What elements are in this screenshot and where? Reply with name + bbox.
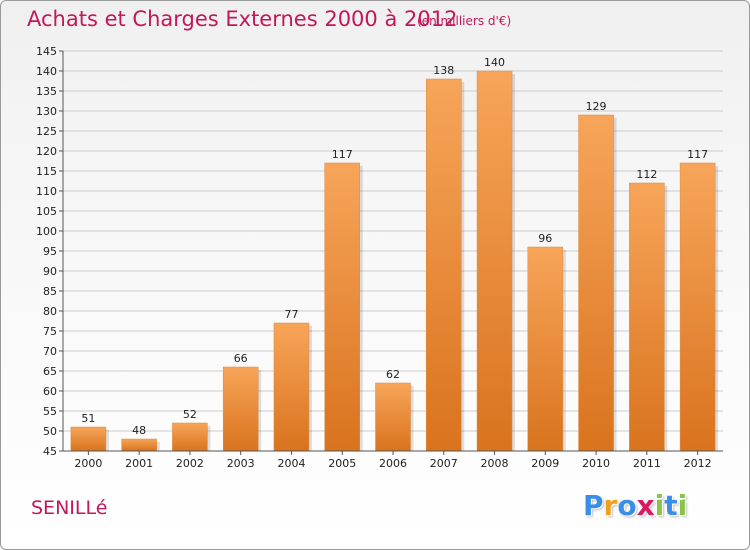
logo-letter: P — [583, 489, 604, 522]
y-tick-label: 145 — [36, 45, 57, 58]
bar — [324, 162, 360, 452]
x-tick-label: 2007 — [430, 457, 458, 470]
x-tick-label: 2011 — [633, 457, 661, 470]
y-tick-label: 85 — [43, 285, 57, 298]
y-tick-label: 50 — [43, 425, 57, 438]
y-tick-label: 100 — [36, 225, 57, 238]
y-tick-label: 125 — [36, 125, 57, 138]
y-tick-label: 65 — [43, 365, 57, 378]
y-tick-label: 135 — [36, 85, 57, 98]
axes: 45 50 55 60 65 70 75 80 85 90 95 100 105 110 115 120 125… — [36, 45, 723, 470]
data-label: 129 — [586, 100, 607, 113]
data-label: 51 — [81, 412, 95, 425]
y-tick-label: 90 — [43, 265, 57, 278]
data-label: 96 — [538, 232, 552, 245]
bar — [222, 366, 259, 452]
data-label: 138 — [433, 64, 454, 77]
data-label: 117 — [687, 148, 708, 161]
x-tick-label: 2002 — [176, 457, 204, 470]
x-tick-label: 2001 — [125, 457, 153, 470]
x-tick-label: 2004 — [277, 457, 305, 470]
data-label: 77 — [284, 308, 298, 321]
y-tick-label: 60 — [43, 385, 57, 398]
x-tick-label: 2009 — [531, 457, 559, 470]
bar — [476, 70, 513, 452]
y-tick-label: 130 — [36, 105, 57, 118]
y-tick-label: 140 — [36, 65, 57, 78]
unit-note: (en milliers d'€) — [417, 14, 512, 28]
bar — [578, 114, 614, 452]
y-tick-label: 75 — [43, 325, 57, 338]
bar — [426, 78, 462, 452]
logo-letter: i — [654, 489, 665, 522]
chart-title: Achats et Charges Externes 2000 à 2012 — [27, 7, 458, 31]
y-tick-label: 95 — [43, 245, 57, 258]
x-tick-label: 2006 — [379, 457, 407, 470]
logo-letter: i — [677, 489, 688, 522]
bar — [273, 322, 310, 452]
data-label: 140 — [484, 56, 505, 69]
y-tick-label: 70 — [43, 345, 57, 358]
data-label: 66 — [234, 352, 248, 365]
x-tick-label: 2005 — [328, 457, 356, 470]
x-tick-label: 2010 — [582, 457, 610, 470]
bar — [172, 422, 208, 452]
bar — [121, 438, 157, 452]
data-label: 117 — [332, 148, 353, 161]
y-tick-label: 110 — [36, 185, 57, 198]
commune-name: SENILLé — [31, 497, 108, 519]
y-tick-label: 80 — [43, 305, 57, 318]
data-label: 112 — [636, 168, 657, 181]
bar — [629, 182, 665, 452]
y-tick-label: 55 — [43, 405, 57, 418]
data-label: 62 — [386, 368, 400, 381]
bar — [70, 426, 107, 452]
data-label: 52 — [183, 408, 197, 421]
x-tick-label: 2000 — [74, 457, 102, 470]
bar — [527, 246, 564, 452]
y-tick-label: 120 — [36, 145, 57, 158]
y-tick-label: 105 — [36, 205, 57, 218]
x-tick-label: 2012 — [684, 457, 712, 470]
y-tick-label: 45 — [43, 445, 57, 458]
bar — [679, 162, 716, 452]
logo-letter: o — [617, 489, 637, 522]
x-tick-label: 2008 — [481, 457, 509, 470]
proxiti-logo: Proxiti — [583, 489, 687, 522]
logo-letter: r — [603, 489, 618, 522]
logo-letter: t — [664, 489, 678, 522]
logo-letter: x — [636, 489, 655, 522]
bar — [375, 382, 411, 452]
x-tick-label: 2003 — [227, 457, 255, 470]
data-label: 48 — [132, 424, 146, 437]
y-tick-label: 115 — [36, 165, 57, 178]
bars: 51 48 52 66 77 117 62 138 140 96 129 112 117 — [70, 56, 719, 452]
